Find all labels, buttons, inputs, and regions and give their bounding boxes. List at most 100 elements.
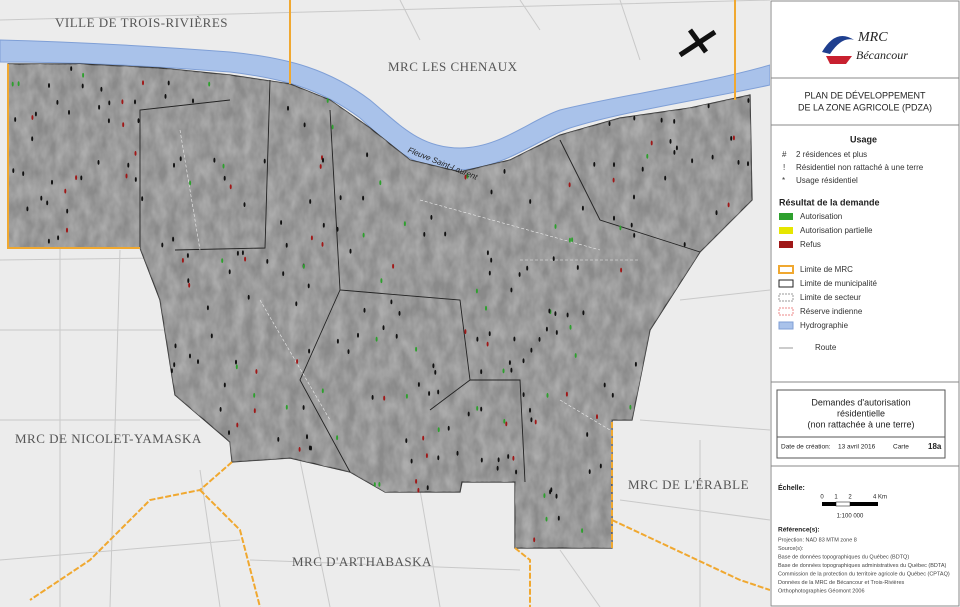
request-point — [161, 242, 164, 248]
legend-label: Limite de municipalité — [800, 279, 877, 288]
request-point — [107, 118, 110, 124]
request-point — [255, 369, 258, 374]
request-point — [213, 157, 216, 163]
request-point — [375, 336, 378, 342]
request-point — [664, 175, 667, 181]
request-point — [646, 153, 649, 159]
request-point — [503, 418, 506, 424]
request-point — [507, 454, 510, 459]
reference-line: Base de données topographiques administr… — [778, 563, 947, 569]
request-point — [192, 98, 194, 104]
request-point — [228, 269, 231, 275]
legend-label: Résidentiel non rattaché à une terre — [796, 163, 924, 172]
request-point — [321, 242, 324, 247]
request-point — [296, 359, 299, 364]
request-point — [219, 407, 222, 412]
map-label: MRC D'ARTHABASKA — [292, 554, 432, 569]
request-point — [619, 225, 622, 231]
legend-symbol: # — [782, 150, 787, 159]
request-point — [362, 232, 365, 238]
request-point — [503, 169, 506, 174]
request-point — [581, 528, 584, 533]
request-point — [434, 370, 437, 375]
request-point — [319, 164, 322, 169]
request-point — [480, 406, 483, 412]
request-point — [339, 195, 342, 201]
request-point — [711, 154, 714, 160]
request-point — [437, 455, 440, 461]
request-point — [727, 202, 730, 208]
request-point — [566, 312, 569, 318]
logo-acronym: MRC — [857, 30, 888, 45]
request-point — [747, 161, 749, 167]
request-point — [673, 150, 676, 155]
request-point — [574, 353, 577, 358]
request-point — [100, 86, 103, 92]
legend-heading: Usage — [850, 134, 877, 144]
legend-label: 2 résidences et plus — [796, 150, 867, 159]
request-point — [363, 307, 366, 313]
request-point — [422, 435, 425, 441]
request-point — [81, 83, 84, 89]
legend-label: Réserve indienne — [800, 307, 863, 316]
request-point — [280, 220, 283, 225]
request-point — [444, 231, 447, 237]
request-point — [222, 163, 225, 169]
request-point — [568, 182, 571, 188]
request-point — [308, 348, 311, 354]
request-point — [488, 331, 491, 337]
map-label: MRC LES CHENAUX — [388, 59, 518, 74]
request-point — [675, 145, 678, 151]
request-point — [383, 395, 386, 401]
request-point — [447, 425, 450, 431]
request-point — [426, 485, 429, 491]
request-point — [322, 157, 324, 163]
request-point — [403, 221, 406, 227]
legend-symbol: ! — [783, 163, 785, 172]
request-point — [490, 257, 493, 263]
request-point — [548, 308, 551, 314]
request-point — [236, 422, 239, 428]
request-point — [336, 226, 339, 232]
request-point — [565, 391, 568, 397]
request-point — [737, 160, 740, 165]
river — [0, 39, 770, 171]
study-area-texture — [8, 64, 752, 548]
request-point — [57, 235, 60, 241]
request-point — [97, 160, 100, 165]
request-point — [612, 177, 615, 183]
request-point — [534, 419, 537, 425]
request-point — [179, 156, 182, 162]
scale-ratio: 1:100 000 — [837, 514, 864, 520]
request-point — [486, 250, 489, 256]
request-point — [51, 179, 53, 185]
request-point — [613, 162, 615, 168]
request-point — [189, 353, 191, 359]
request-point — [295, 301, 298, 307]
map-title-line: (non rattachée à une terre) — [807, 419, 914, 429]
request-point — [56, 100, 59, 105]
legend-label: Hydrographie — [800, 321, 849, 330]
request-point — [137, 118, 140, 124]
request-point — [464, 329, 467, 334]
request-point — [366, 152, 369, 158]
request-point — [415, 346, 418, 352]
request-point — [430, 215, 433, 220]
request-point — [14, 117, 17, 122]
request-point — [417, 382, 420, 387]
request-point — [522, 358, 525, 364]
request-point — [608, 121, 611, 126]
request-point — [241, 250, 244, 256]
request-point — [326, 98, 329, 103]
request-point — [235, 364, 238, 370]
reference-line: Orthophotographies Géomont 2006 — [778, 588, 865, 594]
request-point — [336, 435, 339, 441]
request-point — [371, 395, 374, 400]
map-title-line: résidentielle — [837, 408, 885, 418]
request-point — [476, 406, 479, 411]
request-point — [505, 421, 508, 427]
request-point — [480, 457, 483, 463]
request-point — [417, 487, 420, 493]
request-point — [568, 237, 571, 243]
legend-label: Autorisation partielle — [800, 226, 873, 235]
